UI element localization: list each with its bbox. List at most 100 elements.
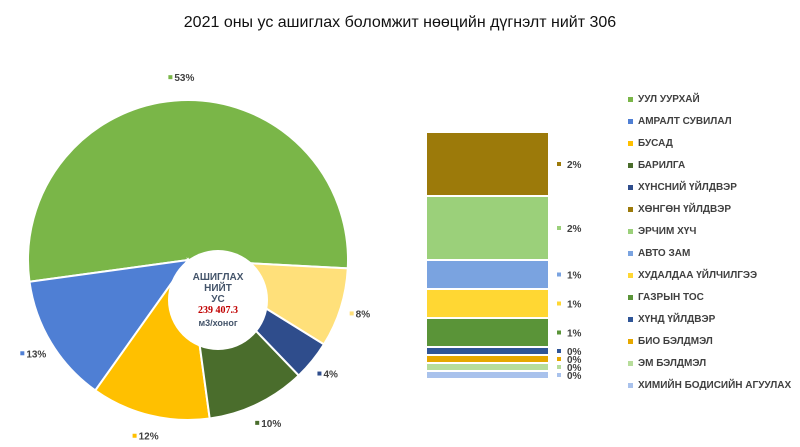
pie-label-1: 53%: [168, 73, 195, 84]
pie-label-2: 13%: [20, 349, 46, 360]
legend-item: АМРАЛТ СУВИЛАЛ: [628, 110, 800, 132]
bar-segment-7: [427, 356, 548, 362]
legend-label: БАРИЛГА: [638, 159, 686, 171]
pie-data-labels: 53% 13% 12% 10% 4% 8%: [20, 73, 370, 443]
legend-label: ЭРЧИМ ХҮЧ: [638, 225, 697, 237]
bar-label-4: 1%: [557, 300, 582, 311]
legend-item: БИО БЭЛДМЭЛ: [628, 330, 800, 352]
bar-label-text: 0%: [567, 355, 582, 366]
bar-label-text: 0%: [567, 347, 582, 358]
bar-label-text: 2%: [567, 224, 582, 235]
legend-swatch: [628, 184, 633, 190]
pie-label-marker: [317, 371, 322, 376]
legend-item: ХУДАЛДАА ҮЙЛЧИЛГЭЭ: [628, 264, 800, 286]
bar-segment-6: [427, 348, 548, 354]
bar-label-6: 0%: [557, 347, 582, 358]
legend-label: УУЛ УУРХАЙ: [638, 93, 700, 105]
bar-label-marker: [557, 349, 561, 353]
bar-label-7: 0%: [557, 355, 582, 366]
pie-label-text: 53%: [174, 73, 194, 84]
legend: УУЛ УУРХАЙ АМРАЛТ СУВИЛАЛ БУСАД БАРИЛГА ХҮНС…: [628, 88, 800, 396]
pie-label-text: 4%: [323, 370, 338, 381]
bar-label-marker: [557, 226, 561, 230]
legend-swatch: [628, 162, 633, 168]
pie-label-marker: [20, 351, 25, 356]
bar-label-text: 1%: [567, 300, 582, 311]
legend-item: БАРИЛГА: [628, 154, 800, 176]
legend-swatch: [628, 140, 633, 146]
legend-item: ХҮНСНИЙ ҮЙЛДВЭР: [628, 176, 800, 198]
pie-label-text: 8%: [356, 309, 371, 320]
legend-swatch: [628, 382, 633, 388]
bar-label-text: 2%: [567, 160, 582, 171]
bar-segment-5: [427, 319, 548, 346]
pie-label-3: 12%: [132, 432, 159, 443]
legend-swatch: [628, 316, 633, 322]
legend-item: АВТО ЗАМ: [628, 242, 800, 264]
legend-swatch: [628, 294, 633, 300]
pie-label-5: 4%: [317, 370, 338, 381]
legend-label: ХҮНД ҮЙЛДВЭР: [638, 313, 716, 325]
legend-label: АВТО ЗАМ: [638, 247, 691, 259]
bar-label-3: 1%: [557, 271, 582, 282]
pie-label-marker: [349, 311, 354, 316]
legend-item: ЭМ БЭЛДМЭЛ: [628, 352, 800, 374]
legend-swatch: [628, 118, 633, 124]
legend-item: ХӨНГӨН ҮЙЛДВЭР: [628, 198, 800, 220]
bar-label-text: 1%: [567, 329, 582, 340]
bar-label-9: 0%: [557, 371, 582, 382]
center-line-1: АШИГЛАХ: [192, 271, 244, 283]
bar-label-marker: [557, 365, 561, 369]
bar-segment-1: [427, 133, 548, 195]
center-total-value: 239 407.3: [198, 304, 238, 316]
bar-label-marker: [557, 357, 561, 361]
legend-label: АМРАЛТ СУВИЛАЛ: [638, 115, 732, 127]
legend-item: БУСАД: [628, 132, 800, 154]
bar-label-marker: [557, 330, 561, 335]
bar-segment-4: [427, 290, 548, 317]
legend-item: УУЛ УУРХАЙ: [628, 88, 800, 110]
legend-label: ХӨНГӨН ҮЙЛДВЭР: [638, 203, 732, 215]
legend-swatch: [628, 272, 633, 278]
pie-label-marker: [255, 420, 260, 425]
pie-slice-2: [28, 258, 191, 392]
legend-label: ГАЗРЫН ТОС: [638, 291, 704, 303]
stacked-bar-chart: [427, 133, 548, 378]
legend-item: ЭРЧИМ ХҮЧ: [628, 220, 800, 242]
legend-item: ХҮНД ҮЙЛДВЭР: [628, 308, 800, 330]
chart-title: 2021 оны ус ашиглах боломжит нөөцийн дүг…: [183, 14, 617, 31]
pie-label-text: 13%: [26, 349, 46, 360]
legend-label: БИО БЭЛДМЭЛ: [638, 335, 713, 347]
legend-label: ХИМИЙН БОДИСИЙН АГУУЛАХ: [638, 379, 792, 391]
pie-slice-1: [27, 99, 349, 283]
legend-swatch: [628, 250, 633, 256]
pie-label-6: 8%: [349, 309, 371, 320]
bar-label-marker: [557, 272, 561, 277]
pie-center-label: АШИГЛАХ НИЙТ УС 239 407.3 м3/хоног: [168, 250, 268, 350]
legend-swatch: [628, 338, 633, 344]
pie-label-4: 10%: [255, 419, 281, 430]
legend-label: ХУДАЛДАА ҮЙЛЧИЛГЭЭ: [638, 269, 758, 281]
legend-label: БУСАД: [638, 137, 673, 149]
legend-swatch: [628, 228, 633, 234]
bar-segment-8: [427, 364, 548, 370]
center-line-2: НИЙТ: [204, 282, 232, 294]
bar-label-text: 1%: [567, 271, 582, 282]
legend-label: ХҮНСНИЙ ҮЙЛДВЭР: [638, 181, 737, 193]
pie-label-marker: [168, 75, 173, 80]
pie-label-text: 10%: [261, 419, 281, 430]
bar-label-1: 2%: [557, 160, 582, 171]
bar-label-2: 2%: [557, 224, 582, 235]
bar-label-8: 0%: [557, 363, 582, 374]
bar-label-text: 0%: [567, 371, 582, 382]
bar-label-text: 0%: [567, 363, 582, 374]
bar-label-marker: [557, 373, 561, 377]
center-unit: м3/хоног: [198, 317, 238, 328]
legend-item: ХИМИЙН БОДИСИЙН АГУУЛАХ: [628, 374, 800, 396]
bar-segment-9: [427, 372, 548, 378]
bar-label-5: 1%: [557, 329, 582, 340]
pie-label-marker: [132, 433, 137, 438]
bar-label-marker: [557, 162, 561, 166]
legend-swatch: [628, 96, 633, 102]
legend-swatch: [628, 206, 633, 212]
